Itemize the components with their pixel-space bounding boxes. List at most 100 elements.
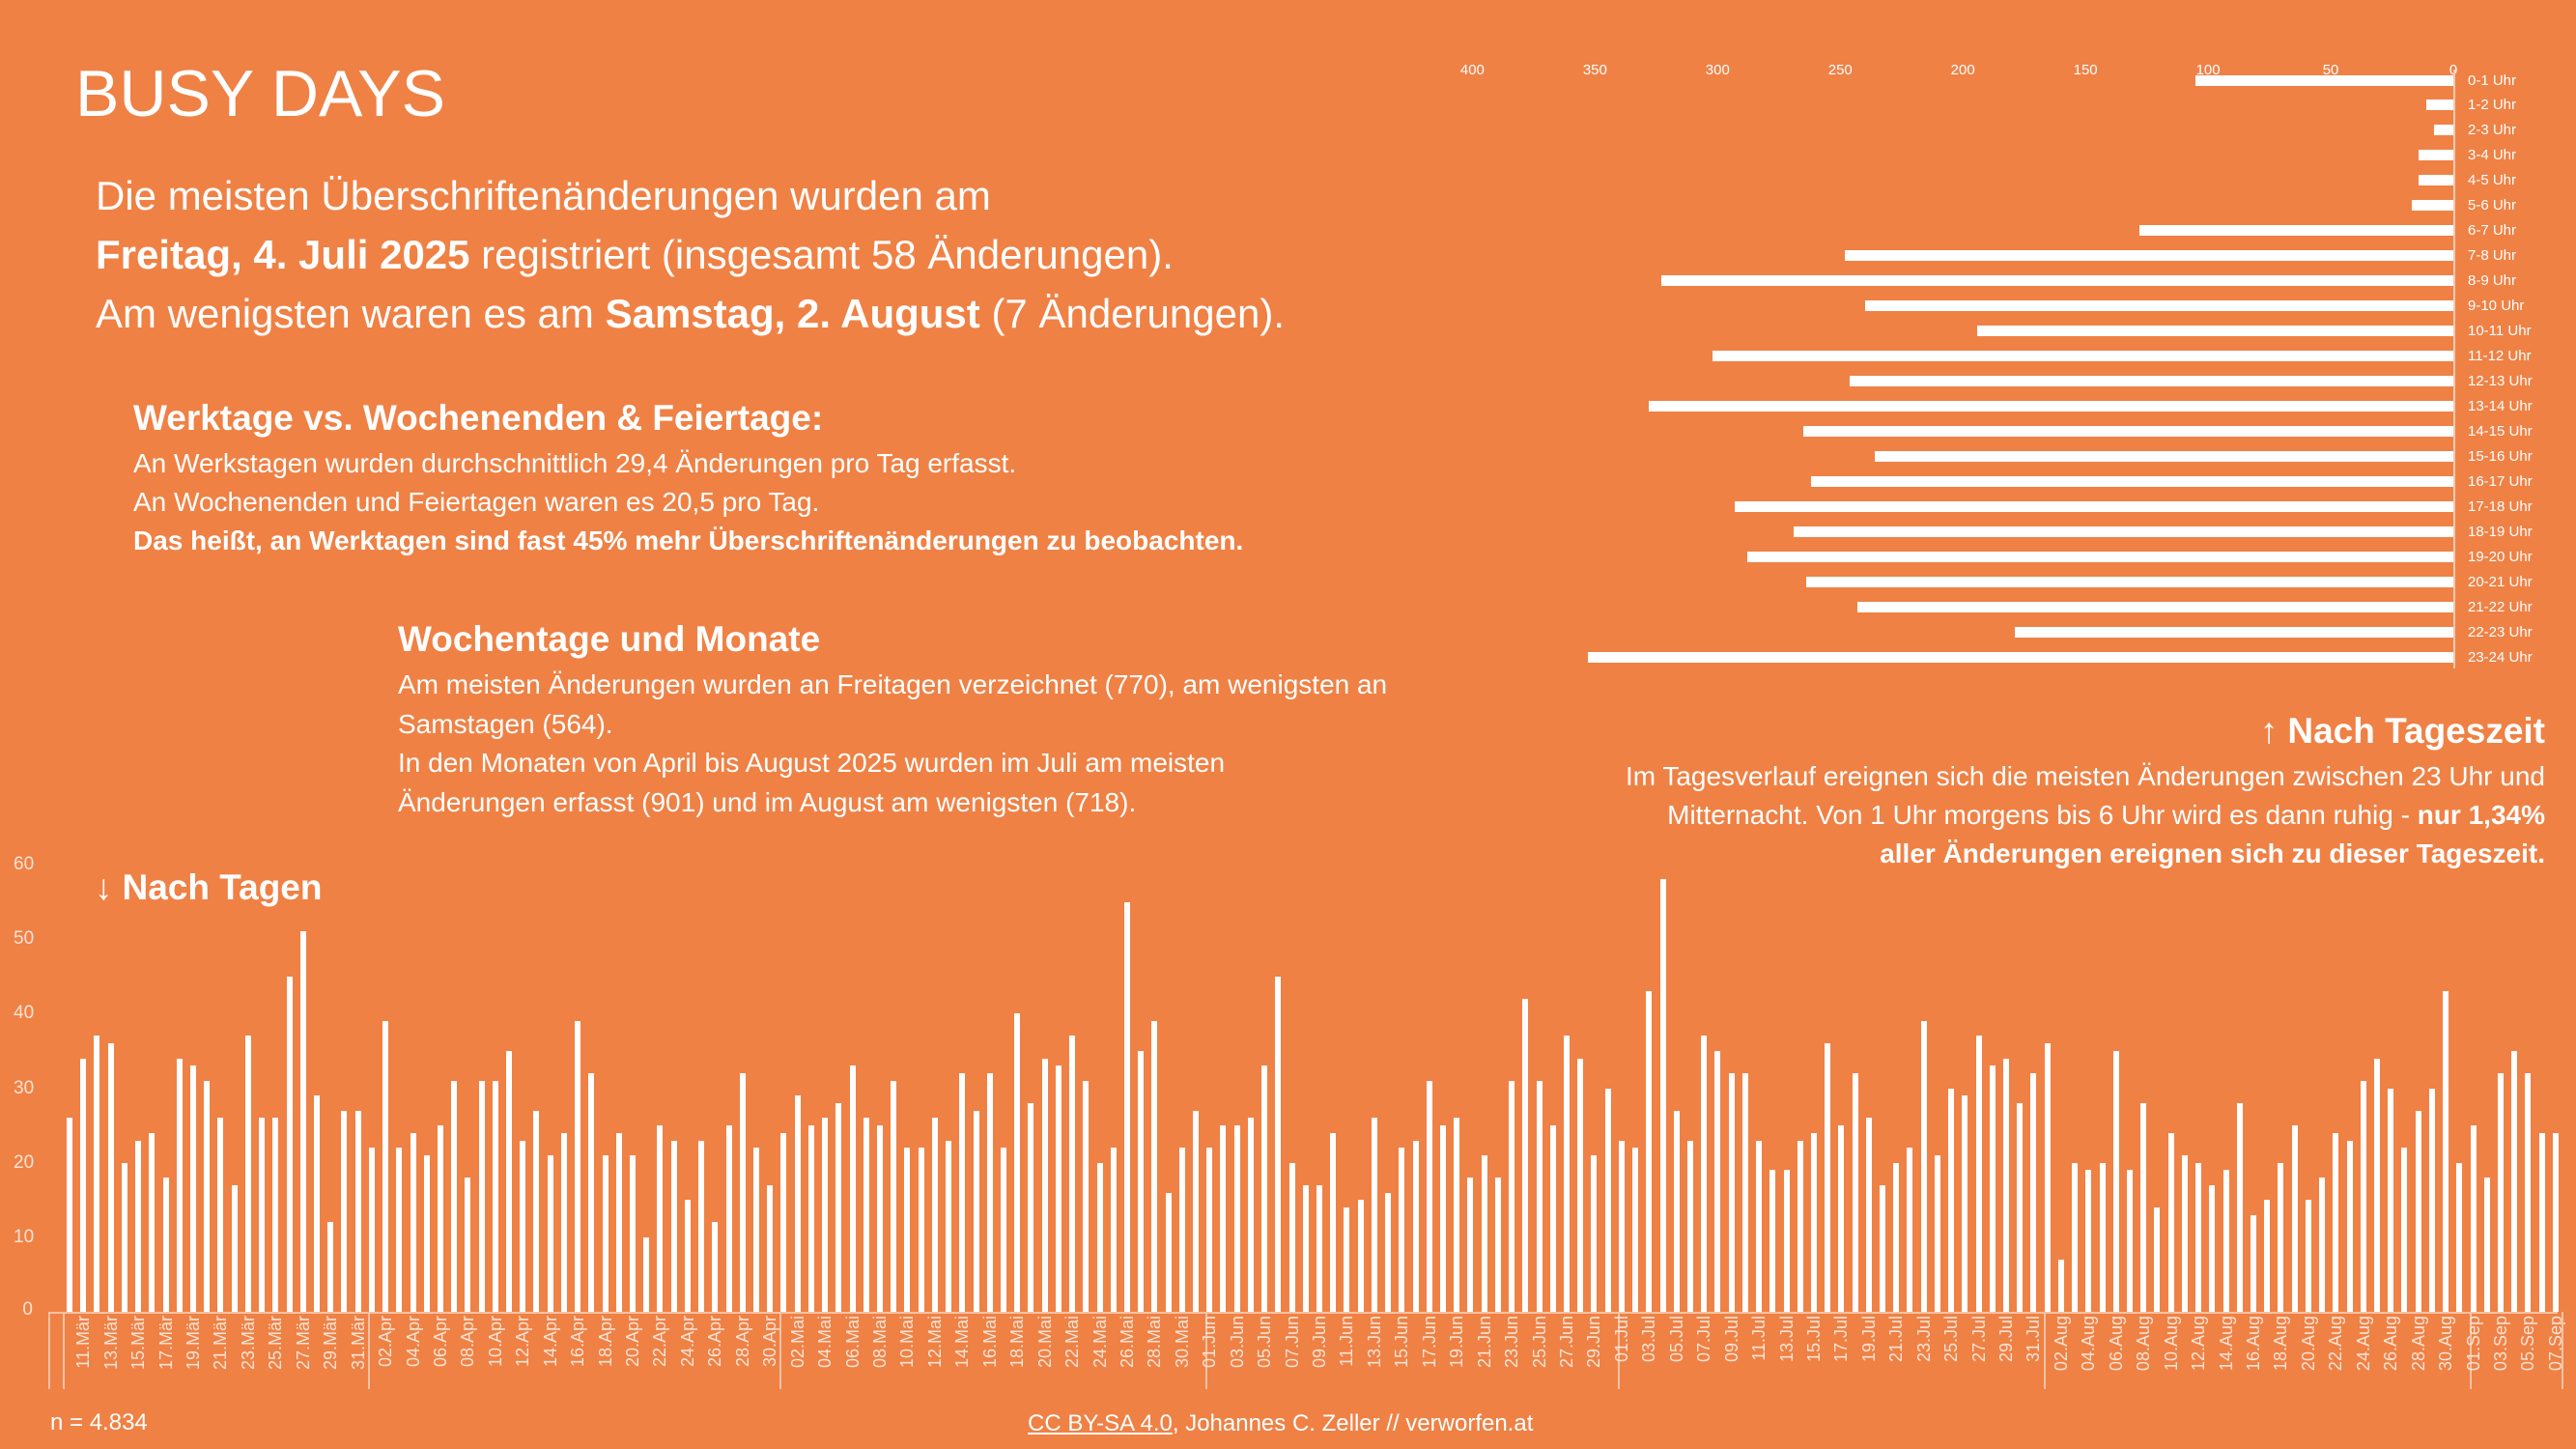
daily-x-label: 12.Mai: [924, 1316, 945, 1369]
body-line: In den Monaten von April bis August 2025…: [398, 748, 1226, 778]
daily-bar: [2154, 1207, 2161, 1312]
daily-bar: [2305, 1200, 2311, 1312]
daily-bar: [615, 1132, 622, 1312]
daily-x-label: 26.Apr: [705, 1316, 725, 1368]
daily-chart-heading-text: Nach Tagen: [122, 867, 323, 907]
body-line: Änderungen erfasst (901) und im August a…: [398, 786, 1137, 817]
daily-bar: [1893, 1162, 1900, 1312]
daily-bar: [1797, 1140, 1803, 1312]
daily-x-label: 19.Jun: [1447, 1316, 1467, 1369]
daily-bar: [1604, 1088, 1611, 1312]
daily-x-label: 06.Apr: [430, 1316, 450, 1368]
daily-bar: [1316, 1184, 1323, 1312]
daily-y-tick: 40: [14, 1003, 35, 1024]
daily-bar: [1989, 1065, 1996, 1312]
footer-credit: CC BY-SA 4.0, Johannes C. Zeller // verw…: [1028, 1410, 1533, 1437]
daily-bar: [753, 1148, 759, 1312]
daily-bar: [684, 1200, 691, 1312]
daily-bar: [2319, 1178, 2326, 1312]
daily-bar: [1193, 1110, 1200, 1312]
daily-bar-chart: 0 10 20 30 40 50 60 11.Mär 13.Mär 15.Mär 17.Mär 19…: [14, 854, 2565, 1389]
daily-bar: [1467, 1178, 1474, 1312]
daily-bar: [2127, 1170, 2133, 1312]
daily-x-label: 10.Aug: [2161, 1316, 2181, 1372]
body-line: Am meisten Änderungen wurden an Freitage…: [398, 669, 1388, 699]
daily-x-label: 21.Jun: [1474, 1316, 1494, 1369]
daily-bar: [2099, 1162, 2106, 1312]
daily-bar: [1934, 1154, 1940, 1312]
daily-bar: [2415, 1110, 2421, 1312]
daily-x-label: 14.Apr: [540, 1316, 560, 1368]
daily-bar: [259, 1118, 266, 1312]
daily-bar: [588, 1073, 595, 1312]
daily-bar: [2209, 1184, 2216, 1312]
daily-x-label: 05.Jul: [1666, 1316, 1686, 1363]
daily-bar: [478, 1080, 485, 1312]
daily-bar: [107, 1043, 114, 1312]
daily-bar: [1123, 901, 1130, 1312]
daily-bar: [1014, 1013, 1021, 1312]
daily-bar: [959, 1073, 966, 1312]
daily-x-label: 04.Aug: [2079, 1316, 2099, 1372]
daily-y-tick: 30: [14, 1077, 35, 1098]
lead-line-2: Freitag, 4. Juli 2025 registriert (insge…: [96, 225, 1285, 284]
daily-x-label: 04.Mai: [815, 1316, 835, 1369]
daily-x-label: 05.Jun: [1255, 1316, 1275, 1369]
daily-bar: [2222, 1170, 2229, 1312]
daily-bar: [2195, 1162, 2202, 1312]
daily-x-label: 09.Jul: [1721, 1316, 1741, 1363]
month-separator: [63, 1312, 65, 1389]
daily-x-label: 08.Apr: [458, 1316, 478, 1368]
section-heading: ↑ Nach Tageszeit: [1626, 711, 2545, 752]
daily-bar: [1357, 1200, 1364, 1312]
daily-bar: [2057, 1259, 2064, 1312]
month-separator: [1205, 1312, 1208, 1389]
arrow-up-icon: ↑: [2259, 711, 2279, 751]
daily-x-label: 29.Jun: [1584, 1316, 1604, 1369]
daily-bar: [94, 1036, 100, 1312]
daily-bar: [1962, 1095, 1968, 1312]
daily-bar: [1907, 1148, 1913, 1312]
daily-bar: [2017, 1102, 2024, 1312]
daily-x-label: 25.Mär: [266, 1316, 286, 1371]
daily-bar: [313, 1095, 320, 1312]
daily-bar: [1632, 1148, 1639, 1312]
daily-x-label: 22.Aug: [2326, 1316, 2346, 1372]
daily-x-label: 14.Mai: [952, 1316, 973, 1369]
daily-bar: [1206, 1148, 1213, 1312]
daily-x-label: 08.Aug: [2134, 1316, 2154, 1372]
daily-x-label: 30.Mai: [1172, 1316, 1192, 1369]
low-day: Samstag, 2. August: [605, 291, 980, 336]
license-link[interactable]: CC BY-SA 4.0: [1028, 1410, 1173, 1436]
daily-bar: [437, 1125, 443, 1312]
daily-x-label: 17.Mär: [156, 1316, 176, 1371]
daily-x-label: 17.Jul: [1831, 1316, 1852, 1363]
daily-bar: [135, 1140, 142, 1312]
daily-x-label: 10.Apr: [485, 1316, 505, 1368]
daily-bar: [807, 1125, 814, 1312]
daily-bar: [1165, 1192, 1172, 1312]
daily-bar: [451, 1080, 458, 1312]
daily-x-label: 09.Jun: [1310, 1316, 1330, 1369]
daily-bar: [1686, 1140, 1693, 1312]
daily-bar: [2250, 1214, 2256, 1312]
daily-bar: [520, 1140, 526, 1312]
daily-bar: [560, 1132, 567, 1312]
daily-bar: [1975, 1036, 1982, 1312]
page-title: BUSY DAYS: [75, 57, 445, 130]
daily-bar: [1454, 1118, 1460, 1312]
month-separator: [2469, 1312, 2472, 1389]
daily-bar: [217, 1118, 224, 1312]
daily-x-label: 16.Mai: [979, 1316, 1000, 1369]
daily-bar: [299, 931, 306, 1312]
body-line-emphasis: aller Änderungen ereignen sich zu dieser…: [1880, 838, 2545, 868]
daily-bar: [1783, 1170, 1790, 1312]
daily-bar: [1646, 991, 1653, 1312]
daily-bar: [149, 1132, 156, 1312]
daily-x-label: 23.Mär: [238, 1316, 258, 1371]
daily-bar: [2236, 1102, 2243, 1312]
daily-bar: [2030, 1073, 2037, 1312]
daily-x-label: 23.Jul: [1913, 1316, 1934, 1363]
daily-bar: [1399, 1148, 1405, 1312]
lead-line-3-pre: Am wenigsten waren es am: [96, 291, 606, 336]
